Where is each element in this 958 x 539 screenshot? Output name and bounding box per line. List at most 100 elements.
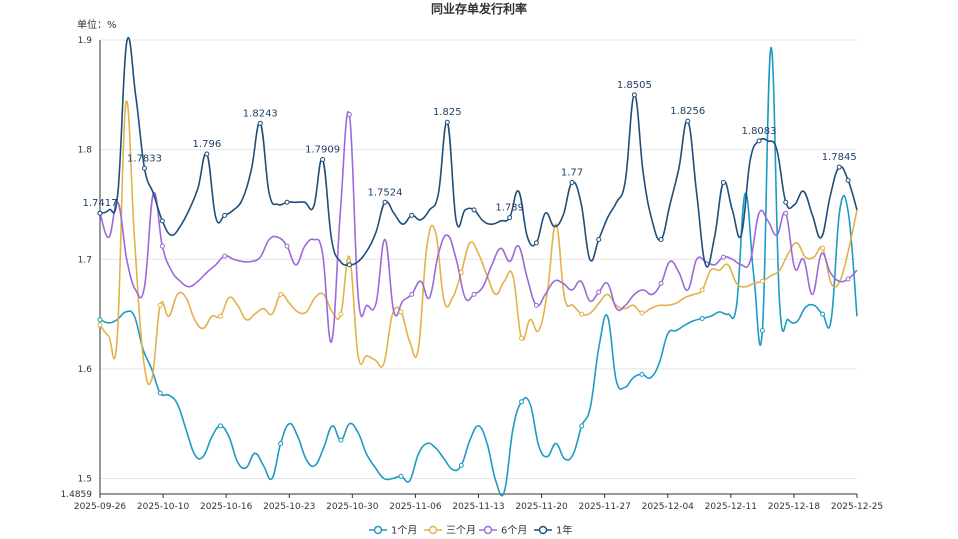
legend-item[interactable]: 1年 [534, 524, 572, 537]
axes: 1.4859 1.5 1.6 1.7 1.8 1.9 2025-09-26 2025-10-1… [61, 36, 884, 512]
data-point [278, 440, 284, 446]
data-point [783, 210, 789, 216]
data-point [222, 253, 228, 259]
data-label: 1.7833 [127, 153, 162, 164]
annotated-point [142, 165, 148, 171]
data-label: 1.8083 [742, 126, 777, 137]
data-point [519, 399, 525, 405]
data-point [278, 291, 284, 297]
data-labels: 1.7417 1.7833 1.796 1.8243 1.7909 1.7524 1.825… [83, 80, 857, 214]
annotated-point [631, 92, 637, 98]
annotated-point [756, 138, 762, 144]
x-tick-label: 2025-11-13 [452, 502, 504, 512]
data-point [159, 243, 165, 249]
data-point [820, 245, 826, 251]
legend-item[interactable]: 1个月 [369, 525, 417, 537]
legend-label: 三个月 [446, 525, 476, 537]
data-point [157, 302, 163, 308]
x-tick-label: 2025-09-26 [74, 502, 127, 512]
data-point [222, 212, 228, 218]
data-label: 1.825 [433, 107, 462, 118]
data-point [699, 287, 705, 293]
x-tick-label: 2025-12-25 [831, 502, 883, 512]
legend[interactable]: 1个月 三个月 6个月 1年 [369, 524, 572, 537]
data-label: 1.7524 [367, 187, 402, 198]
data-point [658, 237, 664, 243]
data-label: 1.7909 [305, 145, 340, 156]
annotated-point [97, 210, 103, 216]
data-point [720, 180, 726, 186]
series-lines [99, 36, 858, 497]
legend-label: 1年 [556, 524, 572, 537]
series-line [99, 100, 858, 386]
unit-label: 单位：% [77, 18, 117, 31]
y-tick-label: 1.6 [78, 365, 93, 375]
data-point [409, 291, 415, 297]
data-point [157, 390, 163, 396]
legend-marker [428, 525, 438, 535]
legend-item[interactable]: 6个月 [479, 525, 527, 537]
legend-item[interactable]: 三个月 [424, 525, 476, 537]
data-point [97, 322, 103, 328]
data-point [519, 335, 525, 341]
data-label: 1.7845 [822, 152, 857, 163]
data-point [639, 371, 645, 377]
data-point [398, 309, 404, 315]
annotated-point [444, 119, 450, 125]
data-label: 1.739 [495, 203, 524, 214]
data-point [159, 218, 165, 224]
data-point [579, 311, 585, 317]
annotated-point [836, 164, 842, 170]
data-point [845, 177, 851, 183]
y-tick-label: 1.9 [78, 36, 93, 46]
x-tick-label: 2025-11-06 [389, 502, 442, 512]
data-point [346, 262, 352, 268]
data-point [658, 280, 664, 286]
data-point [458, 269, 464, 275]
data-point [533, 302, 539, 308]
x-tick-label: 2025-10-23 [263, 502, 315, 512]
data-point [579, 423, 585, 429]
y-tick-label: 1.5 [78, 475, 92, 485]
series-line [99, 46, 858, 497]
legend-label: 1个月 [391, 525, 417, 537]
y-tick-label: 1.4859 [61, 490, 93, 500]
data-label: 1.8243 [243, 108, 278, 119]
data-point [409, 212, 415, 218]
data-point [458, 462, 464, 468]
annotated-point [204, 151, 210, 157]
data-point [596, 289, 602, 295]
annotated-point [685, 118, 691, 124]
data-point [699, 315, 705, 321]
data-point [97, 317, 103, 323]
chart-title: 同业存单发行利率 [431, 1, 527, 16]
x-tick-label: 2025-10-30 [326, 502, 379, 512]
data-point [346, 112, 352, 118]
data-point [639, 310, 645, 316]
x-tick-label: 2025-12-18 [768, 502, 821, 512]
x-tick-label: 2025-10-16 [200, 502, 253, 512]
x-tick-label: 2025-11-27 [579, 502, 631, 512]
data-point [338, 311, 344, 317]
data-point [759, 278, 765, 284]
data-point [471, 291, 477, 297]
annotated-point [382, 199, 388, 205]
data-point [759, 328, 765, 334]
data-point [338, 437, 344, 443]
data-point [471, 207, 477, 213]
series-points [97, 92, 851, 479]
annotated-point [257, 120, 263, 126]
data-label: 1.7417 [83, 198, 118, 209]
y-tick-label: 1.8 [78, 146, 93, 156]
series-line [99, 36, 858, 268]
data-label: 1.8256 [670, 106, 705, 117]
annotated-point [507, 215, 513, 221]
data-label: 1.77 [561, 168, 583, 179]
data-point [217, 423, 223, 429]
data-label: 1.796 [193, 139, 222, 150]
annotated-point [320, 157, 326, 163]
data-point [533, 240, 539, 246]
legend-label: 6个月 [501, 525, 527, 537]
x-tick-label: 2025-10-10 [137, 502, 190, 512]
